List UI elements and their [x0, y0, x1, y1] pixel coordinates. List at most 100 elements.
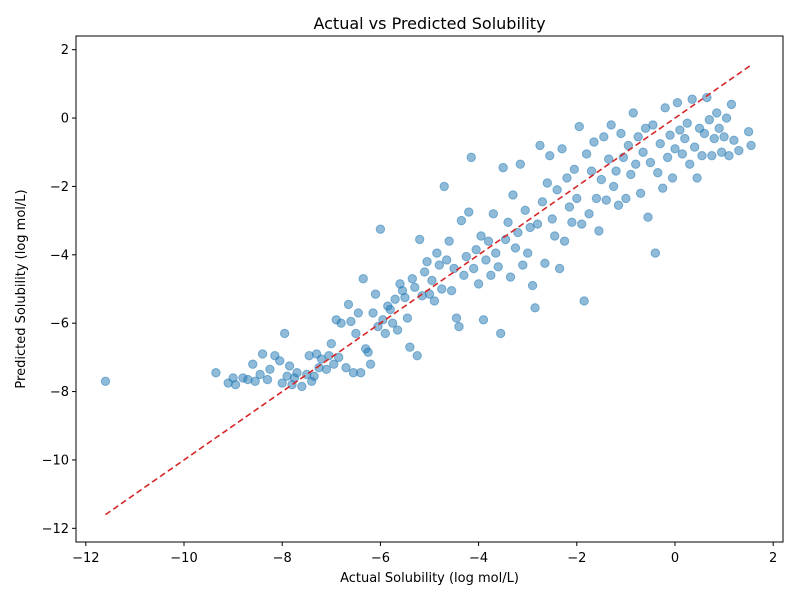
scatter-point: [346, 316, 356, 327]
scatter-point: [579, 296, 589, 306]
scatter-point: [687, 94, 697, 104]
scatter-point: [230, 380, 241, 390]
scatter-point: [712, 108, 722, 118]
points-layer: [100, 92, 756, 392]
scatter-point: [655, 139, 665, 149]
scatter-point: [658, 183, 668, 193]
scatter-point: [400, 292, 410, 303]
scatter-point: [422, 256, 432, 267]
scatter-point: [454, 321, 464, 332]
x-axis-ticks: −12 −10 −8 −6 −4 −2 0 2: [72, 542, 777, 566]
scatter-point: [326, 339, 337, 349]
scatter-point: [255, 369, 265, 380]
x-tick-label: −12: [72, 551, 99, 566]
scatter-point: [441, 255, 452, 265]
scatter-point: [633, 132, 643, 142]
scatter-point: [648, 120, 658, 130]
scatter-point: [692, 173, 702, 183]
scatter-point: [363, 347, 373, 357]
scatter-point: [606, 120, 616, 130]
x-tick-label: −10: [170, 551, 197, 566]
scatter-point: [407, 274, 418, 284]
scatter-point: [503, 217, 513, 228]
scatter-point: [429, 296, 440, 306]
scatter-point: [535, 140, 545, 151]
scatter-point: [518, 260, 528, 270]
scatter-point: [586, 166, 597, 176]
scatter-point: [427, 275, 437, 286]
scatter-point: [672, 97, 683, 108]
scatter-point: [378, 315, 388, 325]
scatter-point: [550, 231, 560, 241]
scatter-point: [635, 188, 646, 198]
scatter-point: [714, 123, 724, 134]
scatter-point: [419, 267, 430, 277]
scatter-point: [569, 164, 580, 175]
scatter-point: [527, 280, 538, 291]
scatter-point: [279, 328, 290, 339]
scatter-point: [439, 181, 449, 192]
x-tick-label: 0: [671, 551, 679, 566]
scatter-point: [537, 197, 548, 207]
x-axis-label: Actual Solubility (log mol/L): [340, 571, 519, 586]
scatter-point: [476, 231, 486, 241]
scatter-point: [513, 227, 523, 238]
scatter-point: [486, 270, 496, 281]
identity-reference-line: [105, 63, 754, 516]
scatter-point: [329, 359, 339, 369]
scatter-point: [547, 214, 557, 224]
scatter-point: [341, 362, 351, 373]
scatter-point: [554, 263, 565, 274]
scatter-point: [437, 284, 447, 294]
scatter-point: [412, 350, 422, 361]
scatter-point: [257, 349, 268, 359]
scatter-point: [358, 274, 368, 284]
y-tick-label: −4: [50, 248, 69, 263]
scatter-point: [432, 248, 442, 258]
scatter-point: [682, 118, 692, 128]
scatter-point: [370, 289, 381, 299]
scatter-point: [449, 263, 459, 274]
scatter-point: [488, 209, 499, 219]
scatter-point: [628, 108, 638, 118]
scatter-point: [493, 262, 503, 272]
y-tick-label: 0: [61, 112, 69, 127]
y-tick-label: −2: [50, 180, 69, 195]
scatter-point: [380, 328, 391, 339]
scatter-point: [390, 294, 400, 304]
scatter-point: [505, 272, 516, 282]
scatter-point: [498, 162, 508, 173]
scatter-point: [478, 315, 489, 325]
scatter-point: [689, 142, 700, 152]
scatter-point: [473, 279, 484, 289]
scatter-point: [336, 318, 346, 328]
scatter-point: [626, 169, 636, 180]
scatter-point: [483, 236, 494, 246]
scatter-point: [660, 103, 670, 113]
scatter-point: [481, 255, 491, 265]
scatter-point: [356, 368, 366, 378]
scatter-point: [702, 92, 712, 103]
y-axis-label: Predicted Solubility (log mol/L): [14, 189, 29, 388]
scatter-point: [699, 128, 710, 139]
scatter-point: [608, 181, 619, 192]
scatter-point: [464, 207, 474, 217]
x-tick-label: −2: [567, 551, 586, 566]
scatter-point: [746, 140, 756, 151]
scatter-point: [613, 200, 624, 210]
scatter-point: [392, 325, 403, 335]
scatter-point: [572, 193, 582, 204]
scatter-point: [510, 243, 521, 253]
scatter-point: [522, 248, 533, 258]
scatter-point: [724, 150, 734, 161]
y-tick-label: −8: [50, 385, 69, 400]
scatter-point: [604, 154, 614, 164]
scatter-point: [697, 150, 707, 161]
scatter-point: [665, 130, 675, 140]
scatter-point: [284, 361, 295, 371]
scatter-point: [729, 135, 739, 145]
scatter-point: [616, 128, 626, 139]
scatter-point: [540, 258, 550, 269]
chart-title: Actual vs Predicted Solubility: [313, 14, 545, 33]
scatter-point: [211, 368, 221, 378]
